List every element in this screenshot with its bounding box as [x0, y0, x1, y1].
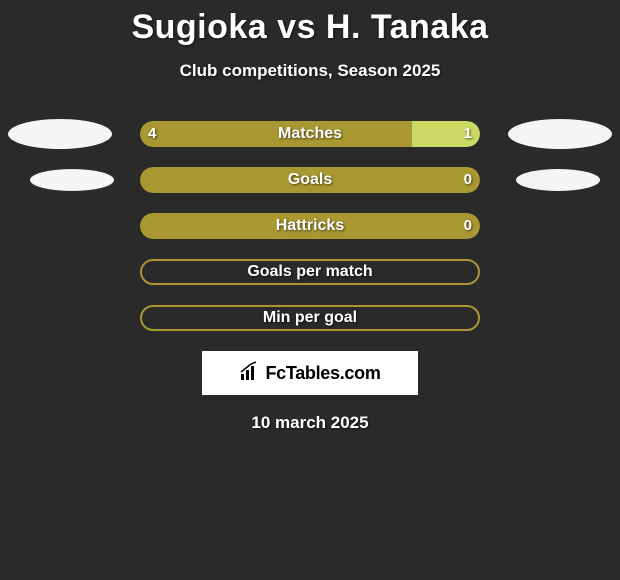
- stats-rows: 4 Matches 1 Goals 0 Hattricks 0 Goals pe…: [0, 121, 620, 331]
- value-right: 0: [464, 167, 472, 193]
- value-right: 0: [464, 213, 472, 239]
- chart-icon: [239, 360, 261, 387]
- value-left: 4: [148, 121, 156, 147]
- bar-goals: [140, 167, 480, 193]
- bar-mpg: [140, 305, 480, 331]
- logo-text: FcTables.com: [265, 363, 380, 384]
- stat-row-goals: Goals 0: [0, 167, 620, 193]
- bar-full: [140, 213, 480, 239]
- player-right-avatar: [508, 119, 612, 149]
- player-left-avatar-small: [30, 169, 114, 191]
- value-right: 1: [464, 121, 472, 147]
- bar-full: [140, 167, 480, 193]
- stat-row-min-per-goal: Min per goal: [0, 305, 620, 331]
- date-text: 10 march 2025: [0, 413, 620, 433]
- stat-row-matches: 4 Matches 1: [0, 121, 620, 147]
- player-left-avatar: [8, 119, 112, 149]
- bar-hattricks: [140, 213, 480, 239]
- bar-left: [140, 121, 412, 147]
- bar-matches: [140, 121, 480, 147]
- subtitle: Club competitions, Season 2025: [0, 61, 620, 81]
- page-title: Sugioka vs H. Tanaka: [0, 0, 620, 47]
- bar-gpm: [140, 259, 480, 285]
- player-right-avatar-small: [516, 169, 600, 191]
- stat-row-goals-per-match: Goals per match: [0, 259, 620, 285]
- logo-box: FcTables.com: [202, 351, 418, 395]
- stat-row-hattricks: Hattricks 0: [0, 213, 620, 239]
